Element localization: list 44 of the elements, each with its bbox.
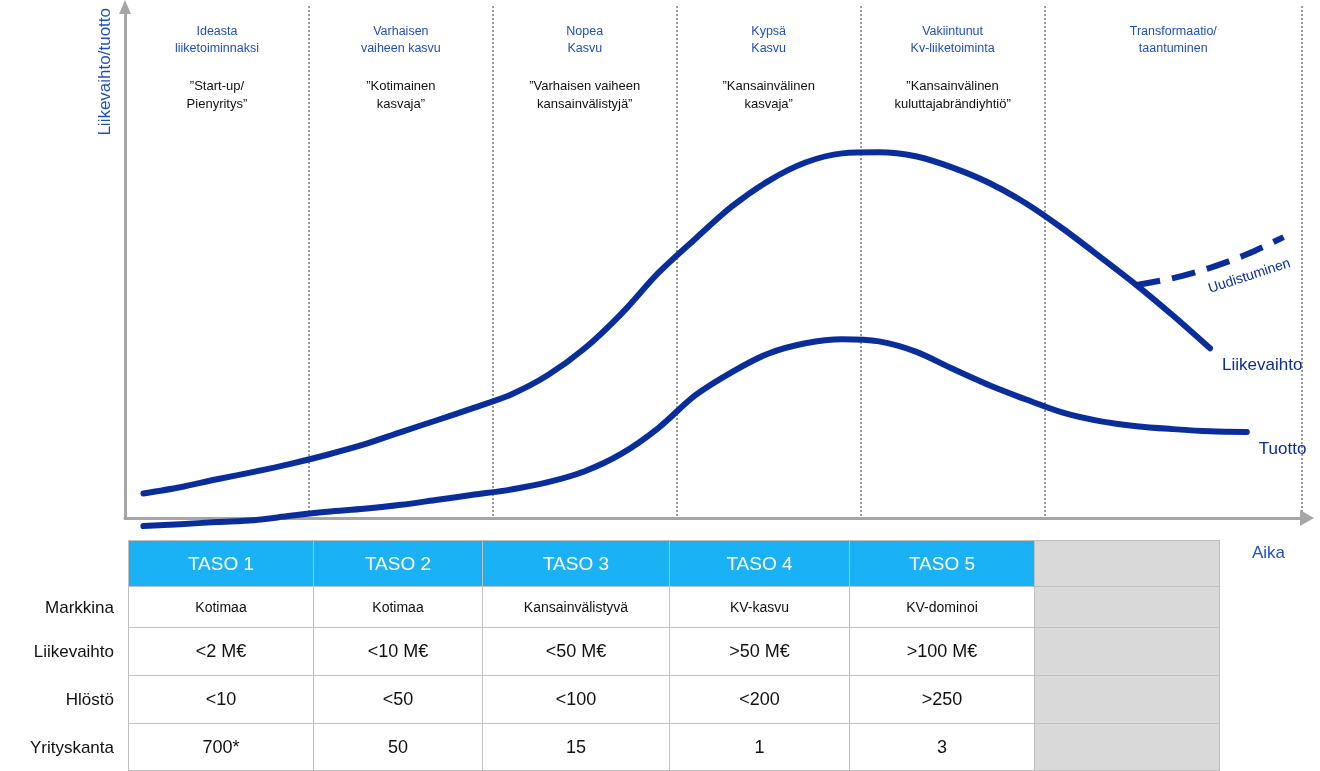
text: <2 M€ [195,641,247,661]
series-label: Tuotto [1258,438,1307,458]
category-label: Yrityskanta [29,737,114,757]
text: <10 [205,689,237,709]
text: >250 [921,689,963,709]
category-label: Markkina [45,597,114,617]
text: Kotimaa [195,599,247,615]
text: KV-dominoi [906,599,978,615]
category-label: TASO 5 [849,540,1035,587]
x-tick-label: Nopea Kasvu [566,23,604,55]
text: 50 [387,736,409,757]
x-tick-label: Vakiintunut Kv-liiketoiminta [910,23,995,55]
text: ”Start-up/ Pienyritys” [186,77,248,111]
text: Kotimaa [372,599,424,615]
x-tick-label: Transformaatio/ taantuminen [1129,23,1218,55]
text: ”Kansainvälinen kuluttajabrändiyhtiö” [894,77,1011,111]
category-label: TASO 4 [669,540,850,587]
text: 700* [202,736,240,757]
series-label: Liikevaihto [1222,354,1303,374]
text: KV-kasvu [729,599,790,615]
x-tick-label: Varhaisen vaiheen kasvu [360,23,441,55]
text: 15 [565,736,587,757]
text: <100 [555,689,597,709]
text: <50 [382,689,414,709]
text: <50 M€ [545,641,607,661]
text: ”Kansainvälinen kasvaja” [722,77,815,111]
category-label: Liikevaihto [33,642,114,661]
text: 1 [754,736,765,757]
text: ”Varhaisen vaiheen kansainvälistyjä” [529,77,641,111]
category-label: TASO 3 [482,540,670,587]
text: <10 M€ [367,641,429,661]
category-label: TASO 2 [313,540,483,587]
x-tick-label: Ideasta liiketoiminnaksi [174,23,259,55]
x-axis-title: Aika [1252,543,1286,562]
text: 3 [936,736,947,757]
text: <200 [739,689,780,709]
category-label: Hlöstö [65,690,114,709]
text: Kansainvälistyvä [523,599,629,615]
text: >50 M€ [729,641,790,661]
category-label: TASO 1 [128,540,314,587]
text: >100 M€ [906,641,978,661]
x-tick-label: Kypsä Kasvu [751,23,787,55]
text: ”Kotimainen kasvaja” [366,77,436,111]
y-axis-title: Liikevaihto/tuotto [95,8,114,136]
